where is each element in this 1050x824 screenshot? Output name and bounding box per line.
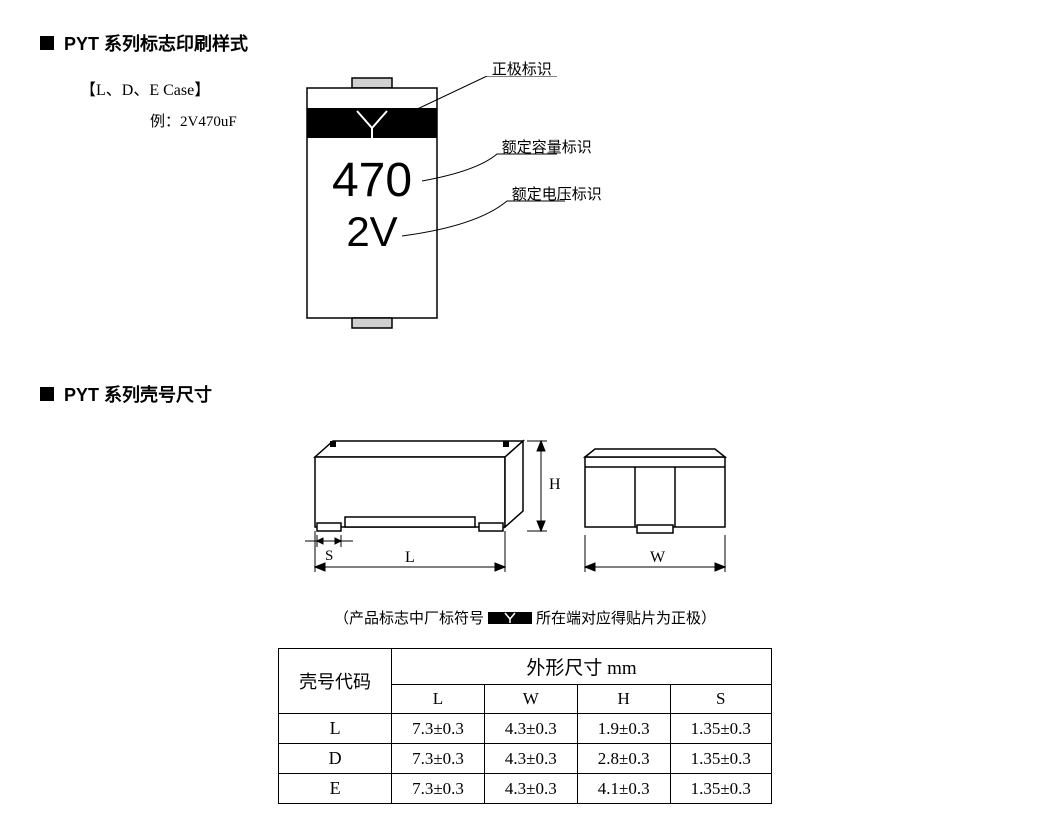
cell: 7.3±0.3 — [392, 714, 485, 744]
cell: 2.8±0.3 — [577, 744, 670, 774]
voltage-text: 2V — [346, 208, 397, 255]
dim-label-H: H — [549, 476, 561, 493]
cell: 4.3±0.3 — [484, 714, 577, 744]
note-pre: （产品标志中厂标符号 — [334, 607, 484, 628]
row-code: D — [279, 744, 392, 774]
cell: 1.9±0.3 — [577, 714, 670, 744]
col-S: S — [670, 685, 771, 714]
table-row: E 7.3±0.3 4.3±0.3 4.1±0.3 1.35±0.3 — [279, 774, 772, 804]
annotation-polarity: 正极标识 — [492, 58, 552, 79]
row-code: E — [279, 774, 392, 804]
table-header-code: 壳号代码 — [279, 649, 392, 714]
dim-label-W: W — [650, 549, 666, 566]
cell: 1.35±0.3 — [670, 714, 771, 744]
dimension-svg: S L H — [275, 427, 775, 587]
cell: 4.3±0.3 — [484, 774, 577, 804]
bullet-square-icon — [40, 36, 54, 50]
cell: 1.35±0.3 — [670, 744, 771, 774]
dimension-table: 壳号代码 外形尺寸 mm L W H S L 7.3±0.3 4.3±0.3 1… — [278, 648, 772, 804]
cell: 4.3±0.3 — [484, 744, 577, 774]
dimension-diagram: S L H — [40, 427, 1010, 587]
note-post: 所在端对应得贴片为正极） — [536, 607, 716, 628]
case-example-block: 【L、D、E Case】 例：2V470uF — [40, 76, 237, 131]
annotation-voltage: 额定电压标识 — [512, 183, 602, 204]
cell: 7.3±0.3 — [392, 774, 485, 804]
example-label: 例：2V470uF — [150, 110, 237, 131]
cell: 1.35±0.3 — [670, 774, 771, 804]
dim-label-S: S — [325, 548, 333, 564]
table-row: D 7.3±0.3 4.3±0.3 2.8±0.3 1.35±0.3 — [279, 744, 772, 774]
section1-title: PYT 系列标志印刷样式 — [64, 30, 248, 56]
annotation-capacitance: 额定容量标识 — [502, 136, 592, 157]
capacitor-diagram: 470 2V 正极标识 额定容量标识 额定电压标识 — [297, 76, 667, 341]
row-code: L — [279, 714, 392, 744]
col-L: L — [392, 685, 485, 714]
capacitor-svg: 470 2V — [297, 76, 667, 336]
section2-heading: PYT 系列壳号尺寸 — [40, 381, 1010, 407]
section1-heading: PYT 系列标志印刷样式 — [40, 30, 1010, 56]
cell: 7.3±0.3 — [392, 744, 485, 774]
capacitance-text: 470 — [332, 154, 412, 207]
col-W: W — [484, 685, 577, 714]
dim-label-L: L — [405, 549, 415, 566]
section2-title: PYT 系列壳号尺寸 — [64, 381, 212, 407]
case-label: 【L、D、E Case】 — [80, 76, 237, 100]
table-header-dim: 外形尺寸 mm — [392, 649, 772, 685]
logo-mark-icon — [488, 610, 532, 626]
table-row: L 7.3±0.3 4.3±0.3 1.9±0.3 1.35±0.3 — [279, 714, 772, 744]
col-H: H — [577, 685, 670, 714]
section1-content: 【L、D、E Case】 例：2V470uF 470 2V — [40, 76, 1010, 341]
bullet-square-icon — [40, 387, 54, 401]
cell: 4.1±0.3 — [577, 774, 670, 804]
polarity-note: （产品标志中厂标符号 所在端对应得贴片为正极） — [40, 607, 1010, 628]
